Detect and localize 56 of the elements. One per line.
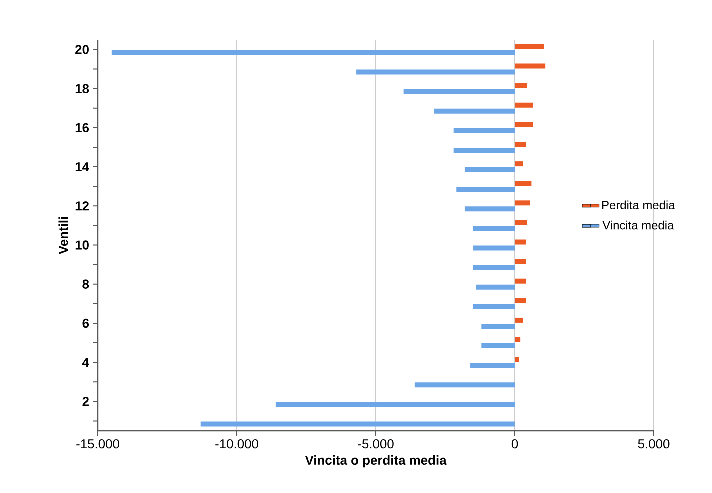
y-tick-label: 8 bbox=[82, 280, 90, 289]
x-tick-label: -5.000 bbox=[358, 440, 394, 449]
bar bbox=[515, 122, 534, 128]
bar bbox=[482, 324, 516, 329]
bar bbox=[464, 206, 516, 212]
bar bbox=[515, 357, 520, 362]
y-tick-label: 4 bbox=[82, 358, 90, 368]
bar bbox=[515, 220, 528, 226]
bar bbox=[456, 187, 516, 192]
bar bbox=[515, 44, 544, 50]
bar bbox=[454, 128, 516, 134]
x-tick-label: 5.000 bbox=[638, 440, 670, 449]
bar bbox=[515, 259, 526, 264]
bar bbox=[515, 64, 546, 69]
legend-label: Perdita media bbox=[602, 200, 676, 210]
x-tick-label: 0 bbox=[512, 440, 518, 449]
bar bbox=[404, 89, 516, 94]
bar bbox=[434, 108, 516, 114]
legend-label: Vincita media bbox=[602, 220, 674, 230]
bar bbox=[515, 240, 526, 245]
bar bbox=[515, 181, 532, 186]
bar bbox=[473, 265, 516, 270]
bar bbox=[470, 363, 516, 368]
bar bbox=[276, 402, 516, 408]
bar bbox=[515, 102, 534, 108]
bar bbox=[473, 246, 516, 251]
bar bbox=[515, 338, 521, 343]
y-tick-label: 6 bbox=[82, 318, 90, 328]
bar bbox=[414, 382, 516, 388]
bar bbox=[454, 148, 516, 154]
y-tick-label: 18 bbox=[76, 84, 90, 94]
bar bbox=[473, 226, 516, 232]
y-tick-label: 12 bbox=[76, 202, 89, 211]
bar bbox=[200, 422, 516, 427]
y-tick-label: 2 bbox=[82, 397, 89, 406]
bar bbox=[515, 278, 526, 284]
y-tick-label: 20 bbox=[76, 45, 89, 54]
y-tick-label: 14 bbox=[76, 162, 90, 172]
bar bbox=[515, 200, 530, 206]
bar bbox=[515, 162, 524, 167]
bar bbox=[482, 344, 516, 349]
bar bbox=[515, 142, 526, 148]
y-tick-label: 16 bbox=[76, 123, 90, 133]
y-tick-label: 10 bbox=[76, 240, 89, 250]
x-tick-label: -15.000 bbox=[76, 440, 120, 449]
y-axis-title: Ventili bbox=[58, 217, 68, 254]
bar bbox=[356, 70, 516, 75]
bar bbox=[515, 318, 524, 323]
bar bbox=[464, 168, 516, 173]
bar bbox=[112, 50, 516, 56]
x-axis-title: Vincita o perdita media bbox=[305, 456, 447, 468]
x-tick-label: -10.000 bbox=[216, 440, 258, 449]
bar bbox=[515, 83, 528, 88]
bar bbox=[476, 284, 516, 290]
bar bbox=[473, 304, 516, 310]
bar bbox=[515, 298, 526, 304]
